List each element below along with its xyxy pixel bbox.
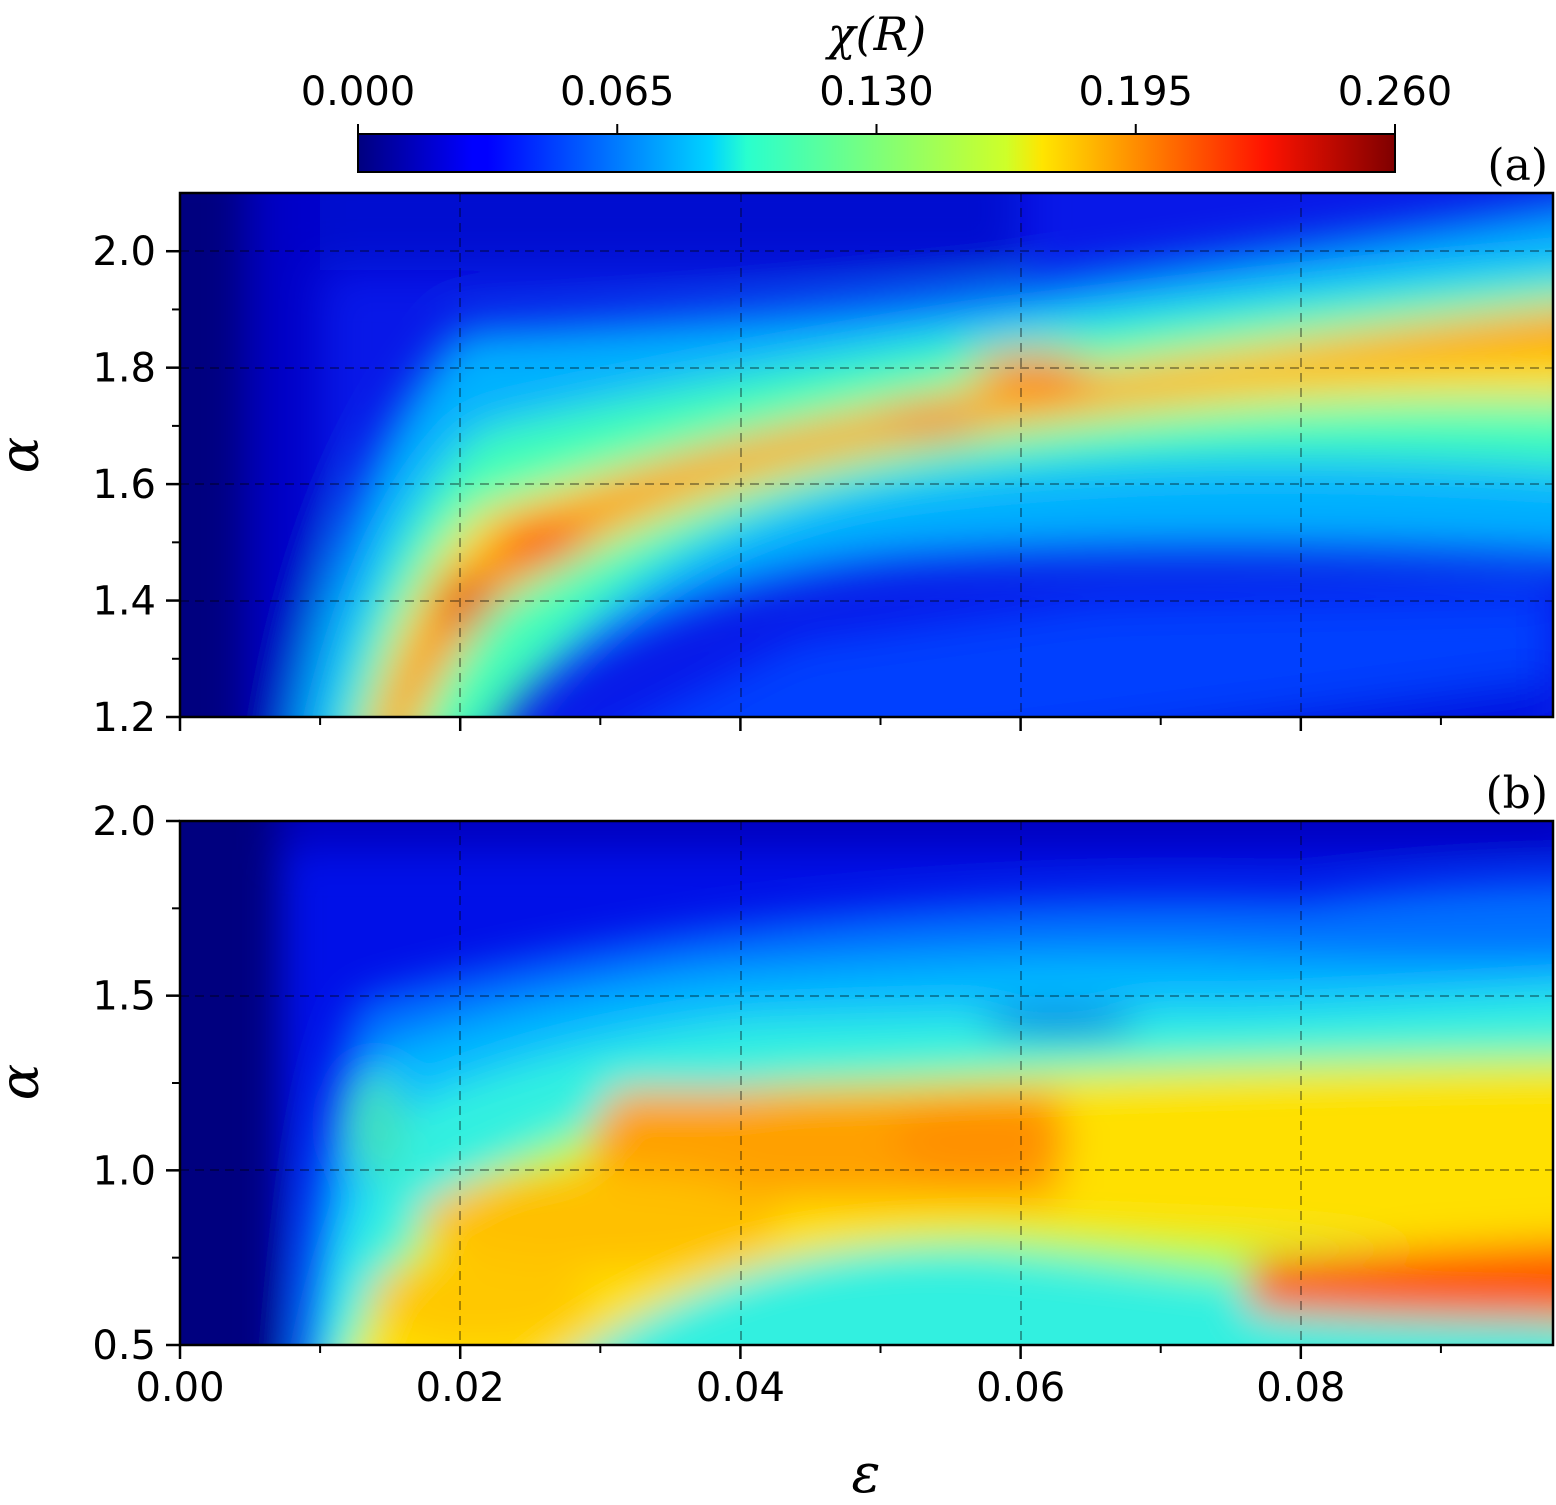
colorbar-tick-label: 0.065 [560, 69, 675, 115]
y-tick-label: 1.8 [92, 346, 156, 392]
panel-a: 1.2 1.4 1.6 1.8 2.0 α (a) [0, 140, 1555, 741]
x-tick-label: 0.02 [416, 1365, 505, 1411]
y-tick-label: 2.0 [92, 799, 156, 845]
y-tick-label: 1.4 [92, 579, 156, 625]
y-tick-label: 2.0 [92, 229, 156, 275]
panel-b-xticks: 0.00 0.02 0.04 0.06 0.08 [135, 1345, 1442, 1411]
panel-b: 0.5 1.0 1.5 2.0 0.00 0.02 0.04 0.06 0.08 α (b) [0, 768, 1555, 1411]
colorbar-tick-label: 0.195 [1078, 69, 1193, 115]
y-tick-label: 1.5 [92, 974, 156, 1020]
x-tick-label: 0.08 [1256, 1365, 1345, 1411]
panel-a-grid [180, 193, 1553, 717]
x-axis-label: ε [852, 1442, 881, 1505]
panel-b-grid [180, 821, 1553, 1345]
panel-a-heatmap [180, 193, 1553, 717]
colorbar: χ(R) 0.000 0.065 0.130 0.195 0.260 [301, 7, 1453, 173]
y-tick-label: 0.5 [92, 1323, 156, 1369]
panel-b-label: (b) [1486, 768, 1549, 819]
colorbar-tick-label: 0.000 [301, 69, 416, 115]
y-tick-label: 1.2 [92, 695, 156, 741]
y-tick-label: 1.6 [92, 462, 156, 508]
colorbar-ticks: 0.000 0.065 0.130 0.195 0.260 [301, 69, 1453, 134]
panel-a-yticks: 1.2 1.4 1.6 1.8 2.0 [92, 229, 180, 741]
x-tick-label: 0.04 [696, 1365, 785, 1411]
panel-a-frame [178, 191, 1555, 719]
x-tick-label: 0.00 [135, 1365, 224, 1411]
y-tick-label: 1.0 [92, 1148, 156, 1194]
panel-a-xticks [178, 717, 1442, 731]
panel-b-yticks: 0.5 1.0 1.5 2.0 [92, 799, 180, 1369]
colorbar-tick-label: 0.130 [819, 69, 934, 115]
x-tick-label: 0.06 [976, 1365, 1065, 1411]
panel-a-label: (a) [1487, 140, 1548, 191]
colorbar-gradient [357, 133, 1396, 173]
panel-a-ylabel: α [0, 437, 51, 473]
colorbar-tick-label: 0.260 [1338, 69, 1453, 115]
panel-b-heatmap [180, 821, 1553, 1345]
panel-b-ylabel: α [0, 1064, 51, 1100]
colorbar-title: χ(R) [825, 7, 926, 61]
